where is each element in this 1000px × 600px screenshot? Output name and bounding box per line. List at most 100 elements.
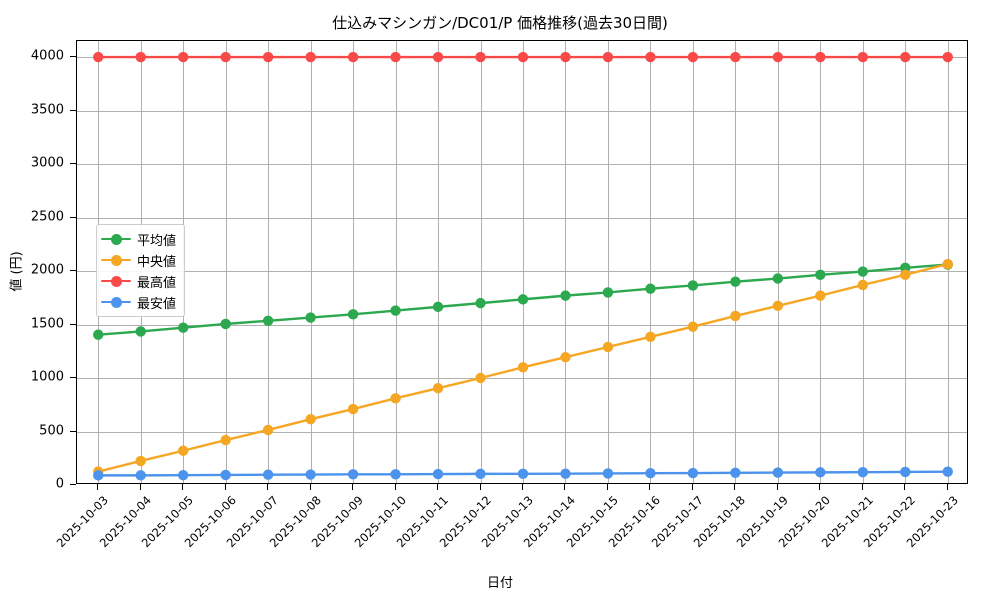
data-point[interactable] <box>93 329 104 340</box>
data-point[interactable] <box>560 468 571 479</box>
data-point[interactable] <box>815 290 826 301</box>
data-point[interactable] <box>602 287 614 298</box>
data-point[interactable] <box>177 322 189 333</box>
data-point[interactable] <box>942 258 953 270</box>
data-point[interactable] <box>942 466 953 477</box>
data-point[interactable] <box>475 372 486 384</box>
data-point[interactable] <box>560 290 571 301</box>
data-point[interactable] <box>475 297 486 309</box>
data-point[interactable] <box>857 51 869 63</box>
data-point[interactable] <box>602 341 614 353</box>
data-point[interactable] <box>177 51 189 63</box>
data-point[interactable] <box>687 280 699 291</box>
data-point[interactable] <box>220 318 231 330</box>
data-point[interactable] <box>432 301 444 313</box>
data-point[interactable] <box>177 445 189 456</box>
data-point[interactable] <box>772 273 784 284</box>
data-point[interactable] <box>347 469 359 480</box>
data-point[interactable] <box>687 51 699 63</box>
x-tick-mark <box>649 484 651 490</box>
data-point[interactable] <box>687 321 699 332</box>
data-point[interactable] <box>772 300 784 311</box>
data-point[interactable] <box>645 331 656 343</box>
data-point[interactable] <box>730 310 741 322</box>
data-point[interactable] <box>857 279 869 291</box>
data-point[interactable] <box>262 315 274 326</box>
data-point[interactable] <box>560 51 571 63</box>
grid-line-horizontal <box>77 431 967 433</box>
y-tick-mark <box>70 163 76 165</box>
legend-item-1[interactable]: 平均値 <box>101 230 176 249</box>
grid-line-vertical <box>225 41 227 483</box>
grid-line-horizontal <box>77 110 967 112</box>
data-point[interactable] <box>262 469 274 480</box>
data-point[interactable] <box>772 467 784 478</box>
data-point[interactable] <box>177 469 189 481</box>
data-point[interactable] <box>815 51 826 63</box>
data-point[interactable] <box>645 51 656 63</box>
data-point[interactable] <box>305 469 316 480</box>
y-tick-label: 1500 <box>30 316 64 332</box>
data-point[interactable] <box>432 382 444 394</box>
data-point[interactable] <box>305 312 316 323</box>
x-tick-mark <box>691 484 693 490</box>
data-point[interactable] <box>730 51 741 63</box>
data-point[interactable] <box>900 466 911 478</box>
grid-line-vertical <box>607 41 609 483</box>
data-point[interactable] <box>305 414 316 425</box>
data-point[interactable] <box>687 467 699 479</box>
legend-label: 最高値 <box>137 275 177 291</box>
data-point[interactable] <box>475 51 486 63</box>
data-point[interactable] <box>390 51 401 63</box>
data-point[interactable] <box>220 469 231 481</box>
data-point[interactable] <box>135 51 146 63</box>
data-point[interactable] <box>857 466 869 478</box>
data-point[interactable] <box>517 294 529 305</box>
data-point[interactable] <box>220 51 231 63</box>
data-point[interactable] <box>517 468 529 479</box>
data-point[interactable] <box>262 51 274 63</box>
data-point[interactable] <box>857 266 869 277</box>
data-point[interactable] <box>390 469 401 480</box>
legend-item-2[interactable]: 中央値 <box>101 251 176 270</box>
data-point[interactable] <box>730 467 741 478</box>
data-point[interactable] <box>432 468 444 480</box>
data-point[interactable] <box>517 362 529 373</box>
data-point[interactable] <box>475 468 486 480</box>
data-point[interactable] <box>645 283 656 294</box>
x-tick-mark <box>394 484 396 490</box>
grid-line-horizontal <box>77 378 967 379</box>
data-point[interactable] <box>135 326 146 337</box>
data-point[interactable] <box>262 424 274 436</box>
data-point[interactable] <box>517 51 529 63</box>
data-point[interactable] <box>900 51 911 63</box>
data-point[interactable] <box>390 393 401 404</box>
data-point[interactable] <box>772 51 784 63</box>
legend-item-3[interactable]: 最高値 <box>101 272 177 291</box>
data-point[interactable] <box>602 468 614 479</box>
data-point[interactable] <box>815 269 826 280</box>
data-point[interactable] <box>93 470 104 481</box>
data-point[interactable] <box>645 468 656 479</box>
grid-line-vertical <box>268 41 270 483</box>
data-point[interactable] <box>220 434 231 446</box>
data-point[interactable] <box>135 455 146 467</box>
data-point[interactable] <box>135 470 146 481</box>
data-point[interactable] <box>347 309 359 320</box>
data-point[interactable] <box>900 269 911 280</box>
data-point[interactable] <box>942 51 953 63</box>
data-point[interactable] <box>390 305 401 316</box>
data-point[interactable] <box>815 467 826 478</box>
data-point[interactable] <box>347 403 359 415</box>
x-tick-mark <box>946 484 948 490</box>
data-point[interactable] <box>347 51 359 63</box>
data-point[interactable] <box>730 276 741 287</box>
legend-swatch-icon <box>101 253 131 267</box>
data-point[interactable] <box>560 351 571 363</box>
data-point[interactable] <box>93 51 104 63</box>
data-point[interactable] <box>432 51 444 63</box>
legend-item-4[interactable]: 最安値 <box>101 293 176 312</box>
y-tick-mark <box>70 484 76 485</box>
data-point[interactable] <box>602 51 614 63</box>
data-point[interactable] <box>305 51 316 63</box>
